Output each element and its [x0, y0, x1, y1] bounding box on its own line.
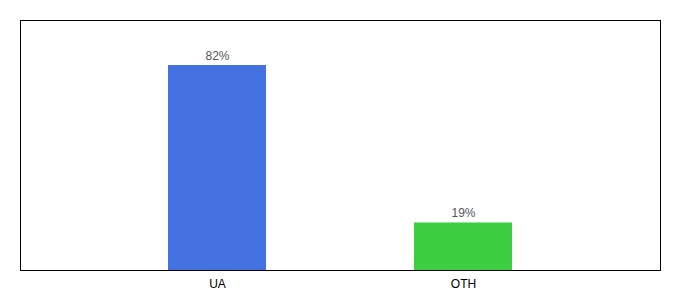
svg-text:82%: 82%	[205, 49, 229, 63]
svg-text:19%: 19%	[451, 206, 475, 220]
svg-text:OTH: OTH	[451, 277, 476, 291]
svg-text:UA: UA	[209, 277, 226, 291]
